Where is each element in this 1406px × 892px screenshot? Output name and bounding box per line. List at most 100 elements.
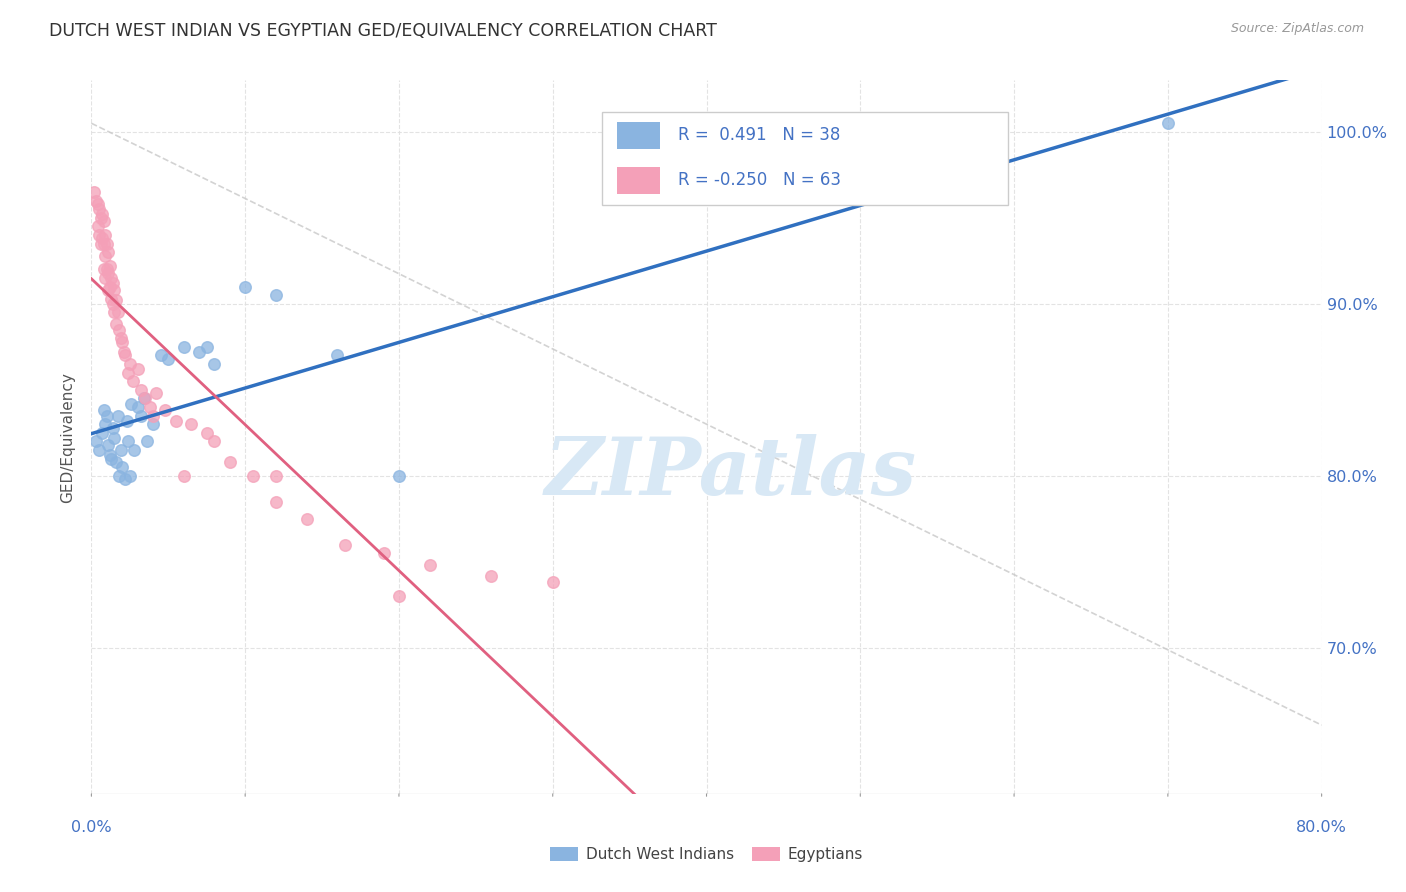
Point [87,442,110,457]
Point [111,334,134,349]
Point [105,318,127,332]
Point [264,494,287,508]
Point [142,409,165,423]
Point [91,207,114,221]
Point [91,425,114,440]
Legend: Dutch West Indians, Egyptians: Dutch West Indians, Egyptians [544,841,869,868]
Point [83,185,105,199]
Point [105,455,127,469]
Point [173,468,195,483]
Point [93,403,115,417]
Point [100,271,122,285]
Text: R =  0.491   N = 38: R = 0.491 N = 38 [678,127,841,145]
Point [129,383,152,397]
FancyBboxPatch shape [617,121,659,149]
Point [373,546,395,560]
Point [94,249,117,263]
Point [101,297,124,311]
Point [93,214,115,228]
Point [1157,116,1180,130]
Point [195,340,218,354]
Point [145,386,167,401]
Point [91,231,114,245]
Point [188,345,211,359]
Point [98,259,121,273]
Point [388,589,411,603]
Point [100,451,122,466]
Point [93,262,115,277]
Point [108,323,131,337]
Point [103,283,125,297]
Point [129,409,152,423]
Point [115,414,138,428]
Point [419,558,441,573]
Point [84,194,107,208]
Point [117,366,139,380]
Point [103,305,125,319]
Point [96,409,118,423]
Point [479,568,502,582]
Point [94,227,117,242]
Point [118,357,141,371]
Point [127,362,149,376]
Point [333,537,356,551]
Point [86,197,108,211]
Point [97,245,120,260]
Point [94,271,117,285]
Point [157,351,180,366]
Point [105,293,127,308]
Point [122,374,145,388]
Point [149,348,172,362]
Point [90,236,112,251]
Point [117,434,139,449]
Text: DUTCH WEST INDIAN VS EGYPTIAN GED/EQUIVALENCY CORRELATION CHART: DUTCH WEST INDIAN VS EGYPTIAN GED/EQUIVA… [49,22,717,40]
Point [110,442,132,457]
FancyBboxPatch shape [602,112,1008,205]
Point [173,340,195,354]
Point [218,455,240,469]
Point [139,400,162,414]
Point [180,417,202,432]
Point [96,236,118,251]
Point [233,279,256,293]
Point [118,468,141,483]
Point [541,575,564,590]
Text: 80.0%: 80.0% [1296,821,1347,835]
Point [165,414,187,428]
Point [142,417,165,432]
Point [134,392,156,406]
Point [114,472,136,486]
Point [388,468,411,483]
Text: ZIPatlas: ZIPatlas [546,434,917,511]
Point [84,434,107,449]
Point [195,425,218,440]
Point [110,331,132,345]
Point [108,468,131,483]
Point [112,345,135,359]
Point [242,468,264,483]
Point [97,283,120,297]
Point [295,512,318,526]
Point [87,227,110,242]
Point [94,417,117,432]
Point [86,219,108,234]
Point [98,279,121,293]
Point [114,348,136,362]
Point [135,434,157,449]
FancyBboxPatch shape [617,167,659,194]
Point [326,348,349,362]
Point [153,403,177,417]
Point [111,460,134,475]
Point [87,202,110,217]
Point [264,468,287,483]
Text: R = -0.250   N = 63: R = -0.250 N = 63 [678,171,841,189]
Point [120,396,142,410]
Point [103,431,125,445]
Point [97,438,120,452]
Point [124,442,146,457]
Text: 0.0%: 0.0% [72,821,111,835]
Point [101,276,124,290]
Point [100,292,122,306]
Point [97,266,120,280]
Point [90,211,112,225]
